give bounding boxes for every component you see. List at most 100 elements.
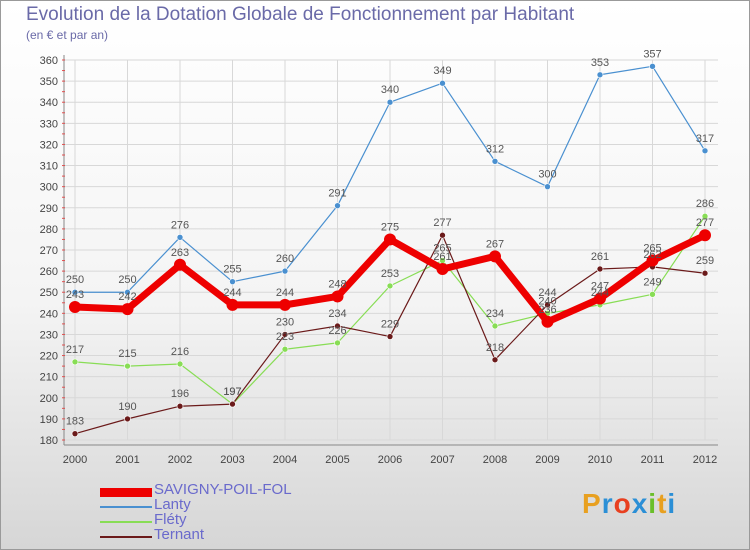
data-point [176,402,184,410]
data-point [544,301,551,309]
x-tick-label: 2009 [535,454,559,466]
legend-label: SAVIGNY-POIL-FOL [154,481,292,498]
data-point [229,278,236,285]
y-tick-label: 310 [40,161,58,173]
data-point [646,254,659,267]
data-label: 240 [538,295,556,307]
data-label: 250 [66,274,84,286]
data-point [176,234,184,241]
y-tick-label: 270 [40,245,58,257]
legend-swatch [100,536,152,538]
data-point [334,202,341,209]
legend-label: Fléty [154,511,187,528]
logo-letter: P [582,488,602,519]
data-label: 196 [171,388,189,400]
data-point [439,231,446,239]
data-point [281,331,289,338]
x-tick-label: 2001 [115,454,139,466]
x-tick-label: 2002 [168,454,192,466]
data-point [124,362,131,370]
legend-label: Lanty [154,496,191,513]
chart-title: Evolution de la Dotation Globale de Fonc… [26,4,575,25]
data-label: 244 [223,287,241,299]
data-label: 300 [538,169,556,181]
data-point [544,183,551,190]
data-point [489,250,501,263]
data-label: 265 [433,243,451,255]
x-tick-label: 2004 [273,454,297,466]
data-label: 357 [643,48,661,60]
logo-letter: i [648,488,658,519]
data-point [174,258,186,271]
y-tick-label: 200 [40,393,58,405]
data-label: 229 [381,319,399,331]
data-label: 262 [643,249,661,261]
data-point [334,322,341,330]
data-label: 248 [328,278,346,290]
data-label: 340 [381,84,399,96]
data-label: 197 [223,386,241,398]
data-label: 215 [118,348,136,360]
y-tick-label: 230 [40,329,58,341]
data-label: 247 [591,281,609,293]
data-label: 216 [171,346,189,358]
data-label: 230 [276,316,294,328]
y-tick-label: 290 [40,203,58,215]
data-label: 244 [538,287,556,299]
logo-letter: t [657,488,668,519]
data-point [121,303,134,316]
data-label: 236 [538,304,556,316]
data-point [701,147,709,155]
logo-letter: x [631,488,649,519]
data-label: 190 [118,401,136,413]
data-label: 349 [433,65,451,77]
legend-swatch [100,506,152,508]
x-tick-label: 2010 [588,454,612,466]
data-point [699,229,711,242]
data-label: 226 [328,325,346,337]
data-point [226,298,239,311]
y-tick-label: 260 [40,266,58,278]
y-tick-label: 300 [40,182,58,194]
data-label: 253 [381,268,399,280]
data-point [596,265,604,273]
data-point [281,345,289,353]
data-label: 265 [643,243,661,255]
data-label: 197 [223,386,241,398]
data-point [386,98,394,106]
data-label: 249 [643,276,661,288]
data-point [386,282,394,290]
data-point [594,292,606,305]
y-tick-label: 320 [40,139,58,151]
y-tick-label: 210 [40,372,58,384]
data-label: 255 [223,264,241,276]
data-point [649,63,656,70]
data-label: 263 [171,247,189,259]
x-tick-label: 2003 [220,454,244,466]
data-point [701,269,709,277]
proxiti-logo: Proxiti [582,488,676,520]
data-label: 317 [696,133,714,145]
x-tick-label: 2005 [325,454,349,466]
y-tick-label: 190 [40,414,58,426]
data-point [176,360,184,368]
y-tick-label: 240 [40,308,58,320]
data-label: 275 [381,221,399,233]
data-point [384,233,396,246]
y-tick-label: 340 [40,97,58,109]
logo-letter: o [613,488,632,519]
data-point [701,212,709,220]
x-tick-label: 2008 [483,454,507,466]
legend-swatch [100,521,152,523]
data-point [596,71,604,79]
y-tick-label: 330 [40,118,58,130]
data-point [491,158,499,165]
data-label: 261 [591,251,609,263]
data-point [541,315,554,328]
data-label: 242 [118,291,136,303]
data-label: 244 [276,287,294,299]
data-label: 259 [696,255,714,267]
data-label: 260 [276,253,294,265]
y-tick-label: 250 [40,287,58,299]
